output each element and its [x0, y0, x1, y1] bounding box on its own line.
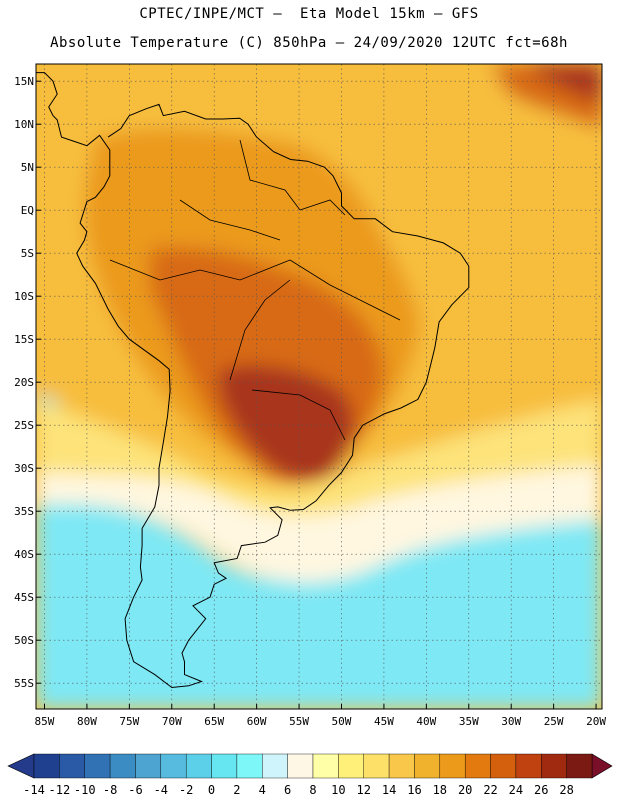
colorbar-label: -12 [49, 783, 71, 797]
field-band-cold1 [36, 500, 602, 709]
colorbar-label: 16 [407, 783, 421, 797]
chart-subtitle: Absolute Temperature (C) 850hPa – 24/09/… [50, 35, 568, 51]
lon-tick-label: 60W [247, 715, 267, 728]
colorbar-label: -14 [23, 783, 45, 797]
colorbar-swatch [312, 753, 339, 779]
lon-tick-label: 30W [501, 715, 521, 728]
colorbar-swatch [236, 753, 263, 779]
lat-tick-label: 50S [14, 634, 34, 647]
colorbar-label: 24 [509, 783, 523, 797]
colorbar-label: 2 [233, 783, 240, 797]
country-borders [109, 139, 401, 441]
lat-tick-label: 55S [14, 677, 34, 690]
temperature-field [36, 64, 602, 709]
colorbar-swatch [160, 753, 187, 779]
colorbar-swatch [33, 753, 60, 779]
longitude-axis: 85W 80W 75W 70W 65W 60W 55W 50W 45W 40W 35W 30W 25W 2… [35, 704, 606, 728]
colorbar-swatch [338, 753, 364, 779]
lon-tick-label: 35W [459, 715, 479, 728]
lon-tick-label: 70W [162, 715, 182, 728]
colorbar-swatch [59, 753, 85, 779]
lat-tick-label: 35S [14, 505, 34, 518]
colorbar-label: 12 [357, 783, 371, 797]
colorbar-swatch [262, 753, 288, 779]
coastline [36, 72, 470, 689]
lon-tick-label: 45W [374, 715, 394, 728]
lat-tick-label: 25S [14, 419, 34, 432]
colorbar-label: 22 [483, 783, 497, 797]
colorbar-label: -10 [74, 783, 96, 797]
lat-tick-label: 15N [14, 75, 34, 88]
colorbar-label: 8 [309, 783, 316, 797]
colorbar-swatch [515, 753, 542, 779]
colorbar-swatch [490, 753, 517, 779]
colorbar-label: -2 [179, 783, 193, 797]
colorbar-swatch [464, 753, 491, 779]
field-band-yellow [36, 390, 602, 516]
lon-tick-label: 20W [586, 715, 606, 728]
colorbar-label: 14 [382, 783, 396, 797]
colorbar-swatch [541, 753, 567, 779]
colorbar-swatch [363, 753, 390, 779]
chart-title: CPTEC/INPE/MCT – Eta Model 15km – GFS [139, 6, 479, 22]
lat-tick-label: 30S [14, 462, 34, 475]
plot-frame [35, 63, 603, 710]
colorbar-swatch [414, 753, 441, 779]
lon-tick-label: 55W [289, 715, 309, 728]
colorbar-arrow-left [7, 753, 35, 779]
lat-tick-label: 40S [14, 548, 34, 561]
lon-tick-label: 25W [544, 715, 564, 728]
field-band-hot-ne [530, 64, 602, 105]
lat-tick-label: 10S [14, 290, 34, 303]
lat-tick-label: 5S [21, 247, 34, 260]
colorbar-label: 20 [458, 783, 472, 797]
lat-tick-label: 5N [21, 161, 34, 174]
lon-tick-label: 65W [204, 715, 224, 728]
field-band-hot-core [219, 365, 354, 481]
colorbar-swatch [388, 753, 415, 779]
colorbar-swatch [566, 753, 593, 779]
colorbar-swatch [84, 753, 111, 779]
colorbar-label: 10 [331, 783, 345, 797]
lon-tick-label: 50W [332, 715, 352, 728]
colorbar-swatch [287, 753, 314, 779]
colorbar-label: 0 [208, 783, 215, 797]
lat-tick-label: 15S [14, 333, 34, 346]
lat-tick-label: EQ [21, 204, 34, 217]
colorbar-swatch [439, 753, 466, 779]
lon-tick-label: 40W [416, 715, 436, 728]
lat-tick-label: 20S [14, 376, 34, 389]
field-band-cream [36, 460, 602, 583]
colorbar-label: 4 [259, 783, 266, 797]
colorbar-swatch [185, 753, 212, 779]
colorbar-arrow-right [591, 753, 613, 779]
colorbar-label: 28 [559, 783, 573, 797]
latitude-axis: 15N 10N 5N EQ 5S 10S 15S 20S 25S 30S 35S 40S 45S 50S 5… [14, 75, 41, 690]
colorbar-label: 18 [433, 783, 447, 797]
colorbar-label: -8 [103, 783, 117, 797]
colorbar-label: 6 [284, 783, 291, 797]
lon-tick-label: 80W [77, 715, 97, 728]
lon-tick-label: 75W [119, 715, 139, 728]
lat-tick-label: 10N [14, 118, 34, 131]
lon-tick-label: 85W [35, 715, 55, 728]
colorbar-swatch [211, 753, 238, 779]
colorbar-label: -6 [128, 783, 142, 797]
colorbar-swatch [109, 753, 136, 779]
colorbar: -14 -12 -10 -8 -6 -4 -2 0 2 4 6 8 10 12 14 16 18 20 22 24 26… [7, 753, 613, 797]
colorbar-label: -4 [154, 783, 168, 797]
colorbar-label: 26 [534, 783, 548, 797]
colorbar-swatch [135, 753, 162, 779]
lat-tick-label: 45S [14, 591, 34, 604]
